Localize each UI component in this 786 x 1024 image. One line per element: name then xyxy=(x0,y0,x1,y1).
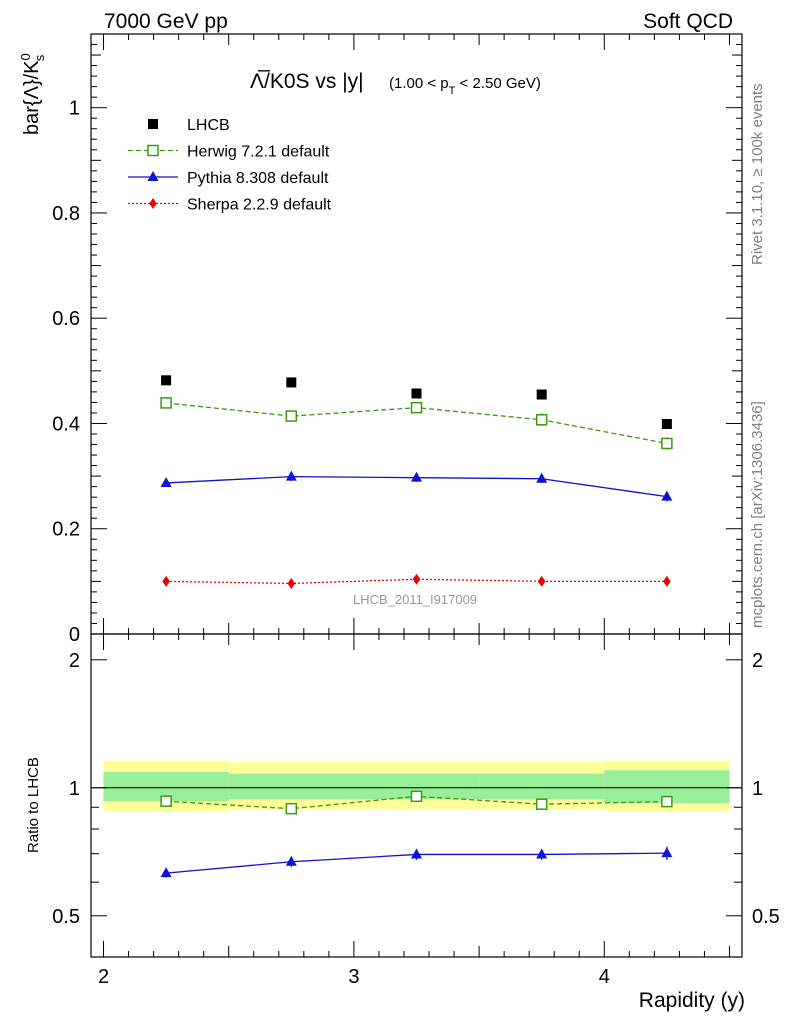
legend-label: Pythia 8.308 default xyxy=(187,170,329,187)
herwig-point xyxy=(535,414,548,426)
sherpa-point xyxy=(412,573,421,585)
legend: LHCB Herwig 7.2.1 default Pythia 8.308 def… xyxy=(128,117,332,214)
x-tick-label: 4 xyxy=(599,966,610,988)
ratio-y-tick-label: 2 xyxy=(69,650,80,672)
ratio-inner-band xyxy=(228,773,354,800)
ratio-y-tick-label-right: 0.5 xyxy=(752,906,780,928)
title-main: Λ̅/K0S vs |y| xyxy=(250,70,364,93)
ratio-y-tick-label-right: 2 xyxy=(752,650,763,672)
herwig-point xyxy=(661,795,673,808)
herwig-point xyxy=(147,144,159,157)
pythia-point xyxy=(411,471,422,482)
analysis-id-watermark: LHCB_2011_I917009 xyxy=(353,592,477,607)
ratio-inner-band xyxy=(479,773,605,800)
y-tick-label: 0 xyxy=(69,624,80,646)
x-tick-label: 2 xyxy=(98,966,109,988)
sherpa-point xyxy=(537,575,546,587)
ratio-y-tick-label-right: 1 xyxy=(752,778,763,800)
y-tick-label: 1 xyxy=(69,98,80,120)
chart-title: Λ̅/K0S vs |y| (1.00 < pT < 2.50 GeV) xyxy=(250,70,541,97)
pythia-point xyxy=(411,848,422,859)
y-tick-label: 0.6 xyxy=(52,308,80,330)
lhcb-data-point xyxy=(661,419,672,429)
pythia-point xyxy=(661,490,673,501)
herwig-point xyxy=(661,437,673,450)
herwig-point xyxy=(160,397,172,409)
y-axis-label: bar{Λ}/K0s xyxy=(18,53,47,135)
sherpa-point xyxy=(162,575,170,587)
legend-label: Sherpa 2.2.9 default xyxy=(187,197,332,214)
pythia-point xyxy=(661,847,673,858)
herwig-point xyxy=(535,798,548,810)
sherpa-point xyxy=(149,198,157,209)
rivet-version-label: Rivet 3.1.10, ≥ 100k events xyxy=(749,83,766,265)
ratio-y-tick-label: 1 xyxy=(69,778,80,800)
herwig-point xyxy=(410,790,423,803)
pythia-point xyxy=(160,867,172,878)
lhcb-data-point xyxy=(411,388,422,399)
title-cut: (1.00 < pT < 2.50 GeV) xyxy=(389,75,541,97)
lhcb-data-point xyxy=(161,375,172,386)
svg-text:bar{Λ}/K0s: bar{Λ}/K0s xyxy=(18,53,47,135)
sherpa-line xyxy=(166,578,667,585)
legend-label: LHCB xyxy=(187,117,230,134)
y-tick-label: 0.8 xyxy=(52,203,80,225)
header-right-label: Soft QCD xyxy=(643,10,733,33)
lhcb-data-point xyxy=(148,119,158,129)
pythia-point xyxy=(285,855,297,866)
ratio-plot-frame xyxy=(90,633,743,958)
y-tick-label: 0.4 xyxy=(52,413,80,435)
herwig-point xyxy=(410,401,423,414)
y-tick-label: 0.2 xyxy=(52,519,80,541)
mcplots-label: mcplots.cern.ch [arXiv:1306.3436] xyxy=(749,401,766,628)
herwig-point xyxy=(285,410,298,422)
x-tick-label: 3 xyxy=(348,966,359,988)
sherpa-point xyxy=(663,575,671,587)
lhcb-data-point xyxy=(536,389,547,400)
pythia-point xyxy=(160,476,172,487)
pythia-point xyxy=(285,470,297,481)
pythia-point xyxy=(536,848,548,859)
ratio-y-tick-label: 0.5 xyxy=(52,906,80,928)
ratio-y-axis-label: Ratio to LHCB xyxy=(25,757,42,853)
lhcb-data-point xyxy=(286,377,297,388)
pythia-point xyxy=(147,171,159,181)
herwig-point xyxy=(285,802,298,815)
herwig-point xyxy=(160,795,172,807)
pythia-point xyxy=(536,472,548,483)
sherpa-point xyxy=(287,577,296,589)
header-left-label: 7000 GeV pp xyxy=(104,10,228,33)
legend-label: Herwig 7.2.1 default xyxy=(187,144,330,161)
x-axis-label: Rapidity (y) xyxy=(639,989,745,1012)
